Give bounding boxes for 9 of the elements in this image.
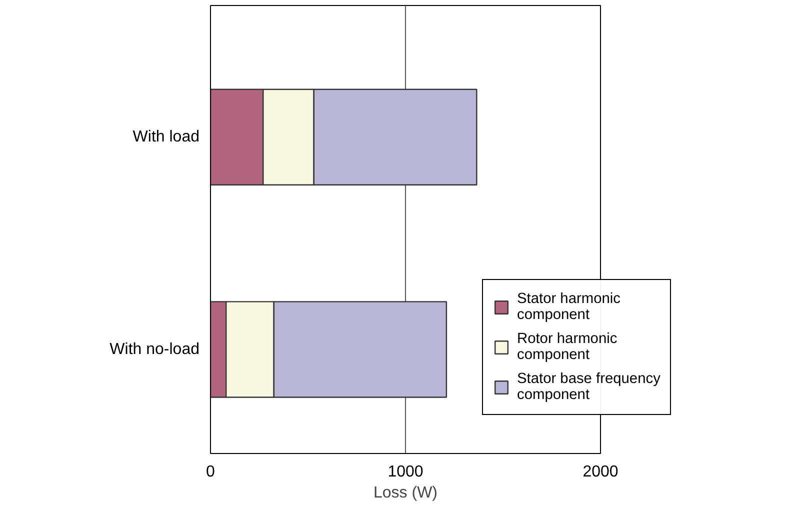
x-tick-label: 1000: [388, 464, 424, 480]
x-tick-label: 0: [206, 464, 216, 480]
y-tick-label: With load: [132, 128, 200, 146]
y-tick-label: With no-load: [110, 340, 200, 358]
x-axis-title: Loss (W): [374, 484, 438, 502]
x-tick-label: 2000: [582, 464, 618, 480]
legend-label: Rotor harmonic component: [517, 330, 618, 364]
legend-label: Stator harmonic component: [517, 290, 620, 324]
legend-label: Stator base frequency component: [517, 370, 660, 404]
